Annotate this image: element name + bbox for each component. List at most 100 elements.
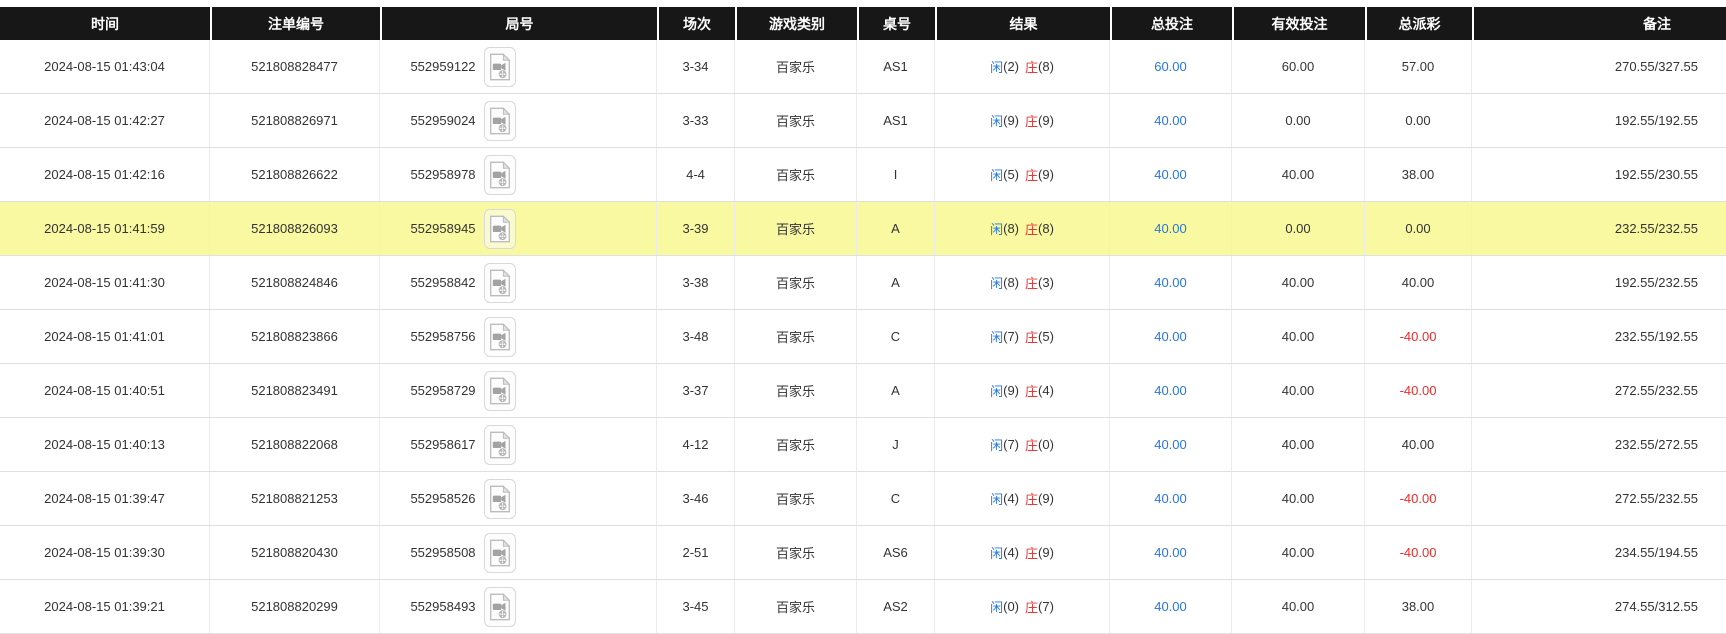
cell-payout: 40.00 [1365,256,1472,309]
cell-time: 2024-08-15 01:42:16 [0,148,210,201]
cell-session: 3-45 [657,580,735,633]
table-row[interactable]: 2024-08-15 01:43:04 521808828477 552959122… [0,40,1726,94]
result-player-label: 闲 [990,546,1004,561]
result-banker-label: 庄 [1025,114,1039,129]
cell-payout: -40.00 [1365,526,1472,579]
table-row[interactable]: 2024-08-15 01:42:27 521808826971 552959024… [0,94,1726,148]
result-banker-label: 庄 [1025,330,1039,345]
cell-round: 552958508 [380,526,657,579]
result-player-value: (9) [1003,383,1019,398]
cell-remark: 192.55/232.55 [1614,275,1698,290]
result-banker-label: 庄 [1025,600,1039,615]
round-number: 552958978 [410,167,476,182]
cell-remark: 274.55/312.55 [1614,599,1698,614]
result-banker-value: (3) [1038,275,1054,290]
result-banker-value: (5) [1038,329,1054,344]
cell-session: 3-34 [657,40,735,93]
cell-session: 3-33 [657,94,735,147]
result-player-label: 闲 [990,384,1004,399]
cell-total-bet: 40.00 [1110,148,1232,201]
cell-round: 552958526 [380,472,657,525]
video-replay-button[interactable] [483,262,516,303]
cell-time: 2024-08-15 01:39:30 [0,526,210,579]
cell-remark: 272.55/232.55 [1614,491,1698,506]
video-replay-button[interactable] [483,316,516,357]
table-row[interactable]: 2024-08-15 01:41:01 521808823866 552958756… [0,310,1726,364]
round-number: 552958526 [410,491,476,506]
video-replay-icon [489,538,511,566]
cell-round: 552958756 [380,310,657,363]
cell-result: 闲 (5) 庄 (9) [935,148,1110,201]
col-header-payout: 总派彩 [1365,7,1472,40]
cell-total-bet: 40.00 [1110,202,1232,255]
cell-remark: 272.55/232.55 [1614,383,1698,398]
cell-time: 2024-08-15 01:40:13 [0,418,210,471]
video-replay-icon [489,430,511,458]
result-banker-label: 庄 [1025,546,1039,561]
cell-table-no: C [857,472,935,525]
cell-bet-id: 521808822068 [210,418,380,471]
table-row[interactable]: 2024-08-15 01:39:21 521808820299 552958493… [0,580,1726,634]
result-player-value: (4) [1003,545,1019,560]
cell-table-no: AS1 [857,94,935,147]
cell-time: 2024-08-15 01:41:01 [0,310,210,363]
cell-bet-id: 521808823866 [210,310,380,363]
cell-session: 3-39 [657,202,735,255]
video-replay-button[interactable] [483,100,516,141]
result-player-value: (0) [1003,599,1019,614]
result-player-value: (7) [1003,437,1019,452]
cell-game-type: 百家乐 [735,202,857,255]
cell-game-type: 百家乐 [735,526,857,579]
cell-payout: 38.00 [1365,580,1472,633]
cell-game-type: 百家乐 [735,364,857,417]
result-banker-label: 庄 [1025,222,1039,237]
table-row[interactable]: 2024-08-15 01:40:51 521808823491 552958729… [0,364,1726,418]
cell-game-type: 百家乐 [735,94,857,147]
video-replay-button[interactable] [483,370,516,411]
cell-valid-bet: 0.00 [1232,94,1365,147]
result-player-label: 闲 [990,438,1004,453]
result-banker-value: (9) [1038,491,1054,506]
cell-session: 3-48 [657,310,735,363]
cell-payout: -40.00 [1365,472,1472,525]
cell-time: 2024-08-15 01:42:27 [0,94,210,147]
cell-remark: 192.55/192.55 [1614,113,1698,128]
video-replay-icon [489,592,511,620]
video-replay-button[interactable] [483,424,516,465]
cell-session: 2-51 [657,526,735,579]
video-replay-button[interactable] [483,532,516,573]
col-header-round: 局号 [380,7,657,40]
video-replay-icon [489,322,511,350]
cell-session: 4-12 [657,418,735,471]
cell-result: 闲 (8) 庄 (3) [935,256,1110,309]
video-replay-button[interactable] [483,586,516,627]
result-player-value: (7) [1003,329,1019,344]
result-banker-label: 庄 [1025,168,1039,183]
round-number: 552959122 [410,59,476,74]
table-row[interactable]: 2024-08-15 01:41:30 521808824846 552958842… [0,256,1726,310]
table-row[interactable]: 2024-08-15 01:42:16 521808826622 552958978… [0,148,1726,202]
cell-result: 闲 (0) 庄 (7) [935,580,1110,633]
cell-round: 552958945 [380,202,657,255]
cell-valid-bet: 40.00 [1232,418,1365,471]
cell-table-no: I [857,148,935,201]
table-row[interactable]: 2024-08-15 01:39:47 521808821253 552958526… [0,472,1726,526]
cell-bet-id: 521808820299 [210,580,380,633]
cell-game-type: 百家乐 [735,40,857,93]
result-player-label: 闲 [990,330,1004,345]
video-replay-button[interactable] [483,46,516,87]
result-player-label: 闲 [990,276,1004,291]
result-banker-value: (9) [1038,545,1054,560]
col-header-table-no: 桌号 [857,7,935,40]
video-replay-button[interactable] [483,478,516,519]
result-player-label: 闲 [990,222,1004,237]
video-replay-button[interactable] [483,154,516,195]
result-player-value: (8) [1003,221,1019,236]
result-player-value: (8) [1003,275,1019,290]
table-row[interactable]: 2024-08-15 01:40:13 521808822068 552958617… [0,418,1726,472]
video-replay-button[interactable] [483,208,516,249]
table-row[interactable]: 2024-08-15 01:39:30 521808820430 552958508… [0,526,1726,580]
table-row[interactable]: 2024-08-15 01:41:59 521808826093 552958945… [0,202,1726,256]
col-header-time: 时间 [91,15,119,32]
col-header-total-bet: 总投注 [1110,7,1232,40]
